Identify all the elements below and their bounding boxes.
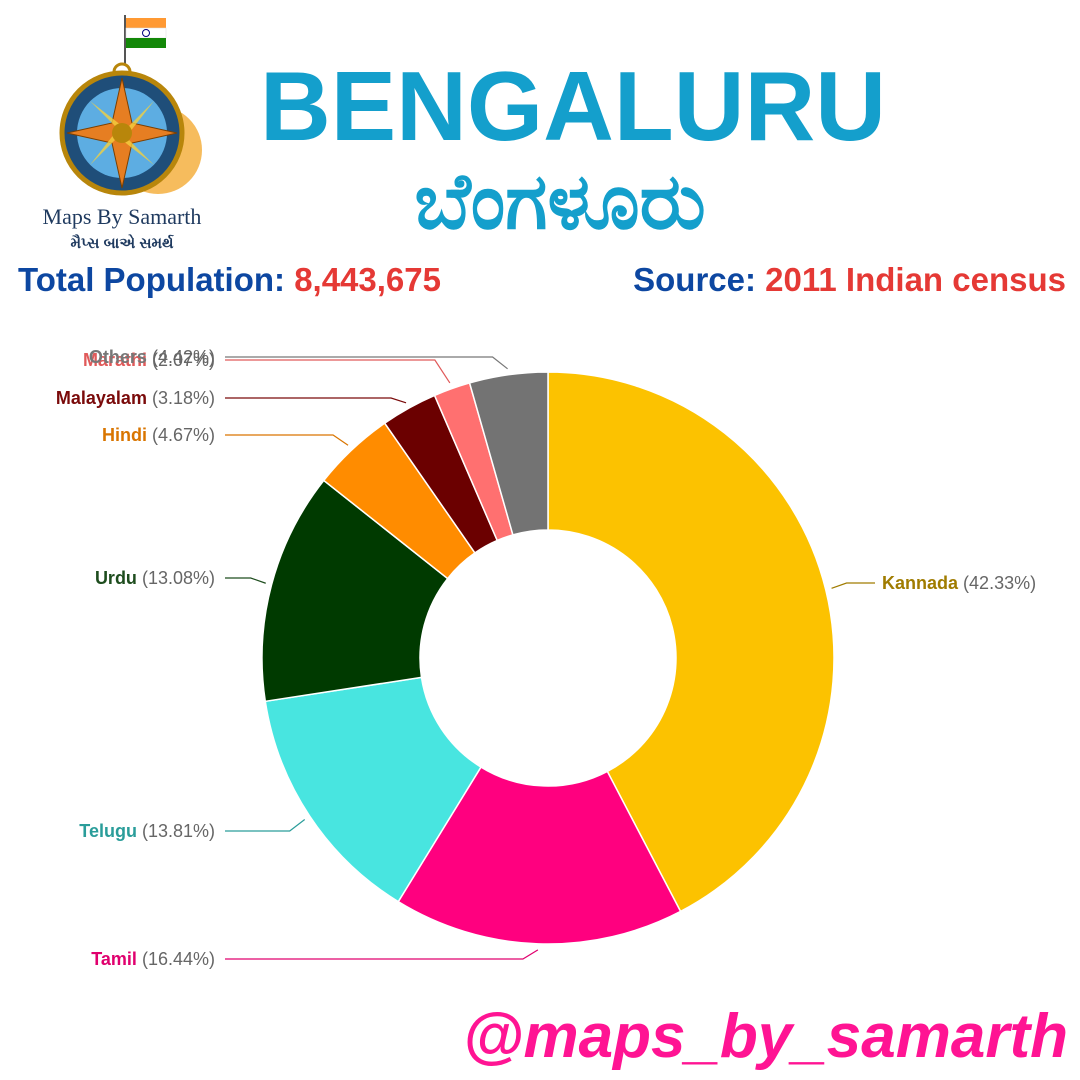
- slice: [397, 766, 682, 945]
- slice: [547, 371, 835, 913]
- logo-subtitle: મૈપ્સ બાએ સમર્થ: [70, 233, 174, 252]
- category-name: Telugu: [79, 821, 137, 841]
- value-label: (16.44%): [142, 949, 215, 969]
- leader-line: [225, 949, 539, 960]
- source-label: Source:: [633, 261, 756, 298]
- slice-label: Urdu (13.08%): [95, 568, 215, 588]
- category-name: Tamil: [91, 949, 137, 969]
- value-label: (2.07%): [152, 350, 215, 370]
- value-label: (3.18%): [152, 388, 215, 408]
- slice-label: Malayalam (3.18%): [56, 388, 215, 408]
- category-name: Urdu: [95, 568, 137, 588]
- handle: @maps_by_samarth: [463, 1002, 1068, 1071]
- slice-label: Others (4.42%): [89, 347, 215, 367]
- value-label: (13.81%): [142, 821, 215, 841]
- leader-line: [831, 582, 875, 589]
- category-name: Others: [89, 347, 147, 367]
- slice-label: Telugu (13.81%): [79, 821, 215, 841]
- leader-line: [225, 359, 451, 384]
- slice: [261, 479, 449, 703]
- value-label: (42.33%): [963, 573, 1036, 593]
- population-label: Total Population:: [18, 261, 285, 298]
- logo-title: Maps By Samarth: [43, 204, 202, 229]
- population-line: Total Population: 8,443,675: [18, 261, 441, 298]
- category-name: Hindi: [102, 425, 147, 445]
- logo: Maps By Samarth મૈપ્સ બાએ સમર્થ: [43, 15, 202, 252]
- leader-line: [225, 577, 266, 584]
- slice: [468, 371, 549, 536]
- leader-line: [225, 356, 508, 370]
- chart-subtitle: ಬೆಂಗಳೂರು: [414, 157, 705, 245]
- slice: [264, 676, 483, 903]
- slice-label: Marathi (2.07%): [83, 350, 215, 370]
- slice-label: Hindi (4.67%): [102, 425, 215, 445]
- category-name: Malayalam: [56, 388, 147, 408]
- leader-line: [225, 397, 407, 404]
- population-value: 8,443,675: [294, 261, 441, 298]
- leader-line: [225, 818, 306, 832]
- category-name: Kannada: [882, 573, 959, 593]
- category-name: Marathi: [83, 350, 147, 370]
- source-line: Source: 2011 Indian census: [633, 261, 1066, 298]
- value-label: (4.67%): [152, 425, 215, 445]
- slice-label: Tamil (16.44%): [91, 949, 215, 969]
- value-label: (4.42%): [152, 347, 215, 367]
- value-label: (13.08%): [142, 568, 215, 588]
- source-value: 2011 Indian census: [765, 261, 1066, 298]
- slice-label: Kannada (42.33%): [882, 573, 1036, 593]
- plot: Kannada (42.33%) Tamil (16.44%) Telugu (13…: [56, 347, 1036, 969]
- leader-line: [225, 434, 349, 446]
- chart-title: BENGALURU: [260, 51, 886, 161]
